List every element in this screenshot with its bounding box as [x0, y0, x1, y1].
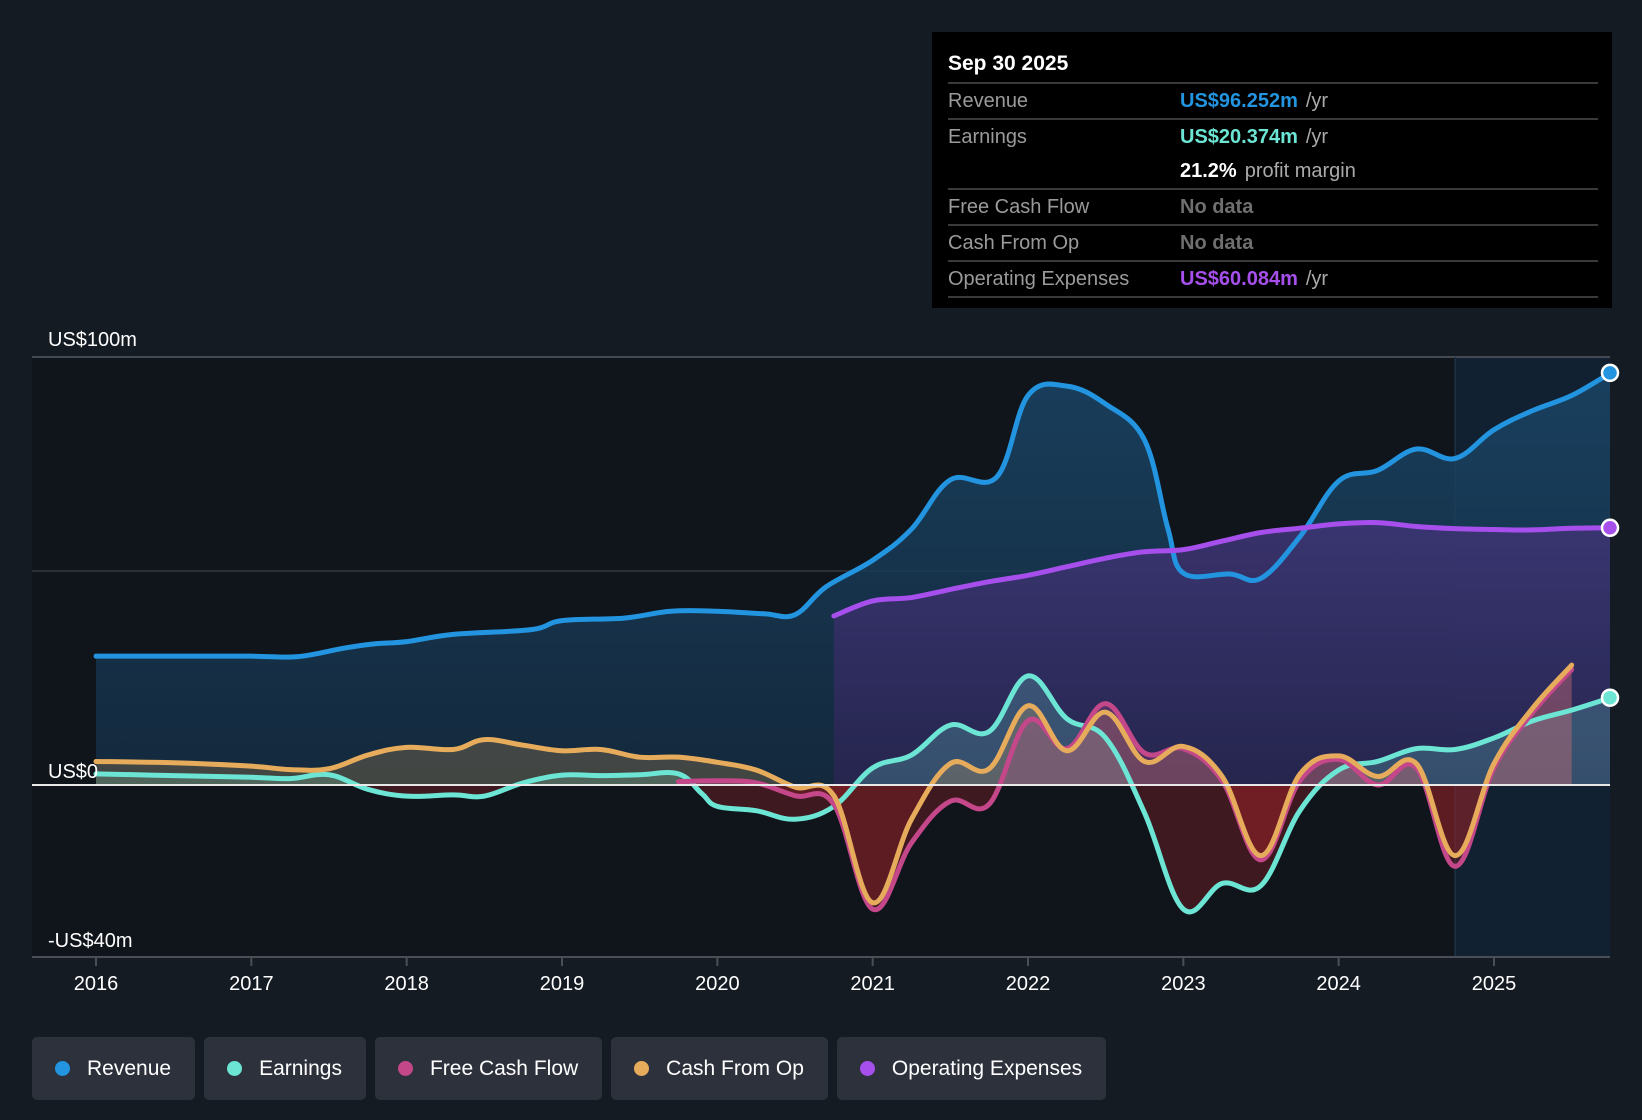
line-operating-expenses — [831, 520, 1610, 619]
x-tick-label: 2021 — [850, 973, 895, 995]
x-tick-label: 2025 — [1472, 973, 1517, 995]
legend-item-operating-expenses[interactable]: Operating Expenses — [836, 1037, 1107, 1100]
legend-item-revenue[interactable]: Revenue — [32, 1037, 196, 1100]
x-tick-label: 2016 — [74, 973, 119, 995]
legend-dot-icon — [55, 1061, 70, 1076]
tooltip-value: 21.2% — [1180, 160, 1237, 182]
tooltip-label: Revenue — [948, 90, 1029, 112]
end-marker-earnings — [1600, 688, 1620, 707]
legend-label: Earnings — [259, 1056, 342, 1080]
tooltip-row-free-cash-flow: Free Cash Flow No data — [948, 190, 1598, 226]
tooltip-row-cash-from-op: Cash From Op No data — [948, 226, 1598, 262]
legend-dot-icon — [634, 1061, 650, 1076]
x-tick-label: 2022 — [1006, 973, 1051, 995]
y-axis-label: US$100m — [48, 329, 137, 351]
area-earnings-negative — [96, 785, 1610, 912]
y-axis-label: US$0 — [48, 761, 98, 783]
tooltip-value: No data — [1180, 232, 1254, 254]
legend-dot-icon — [397, 1061, 413, 1076]
legend-label: Cash From Op — [666, 1056, 804, 1080]
line-cash-from-op — [93, 662, 1575, 906]
tooltip-unit: profit margin — [1244, 160, 1356, 182]
area-free-cash-flow-negative — [678, 785, 1572, 910]
legend-label: Revenue — [87, 1056, 172, 1080]
tooltip-value: No data — [1180, 196, 1254, 218]
tooltip-value: US$20.374m — [1180, 126, 1298, 148]
line-revenue — [93, 370, 1610, 660]
tooltip-row-earnings: Earnings US$20.374m /yr — [948, 120, 1598, 154]
x-tick-label: 2019 — [540, 973, 585, 995]
area-earnings-positive — [96, 675, 1610, 785]
tooltip-label: Cash From Op — [948, 232, 1080, 254]
legend-item-earnings[interactable]: Earnings — [204, 1037, 366, 1100]
tooltip: Sep 30 2025 Revenue US$96.252m /yr Earni… — [932, 32, 1612, 308]
tooltip-unit: /yr — [1305, 268, 1329, 290]
end-marker-operating-expenses — [1600, 518, 1620, 538]
tooltip-label: Operating Expenses — [948, 268, 1130, 290]
y-axis-label: -US$40m — [48, 930, 132, 952]
legend-label: Free Cash Flow — [429, 1056, 579, 1080]
legend-item-free-cash-flow[interactable]: Free Cash Flow — [374, 1037, 603, 1100]
legend: Revenue Earnings Free Cash Flow Cash Fro… — [32, 1037, 1107, 1100]
tooltip-row-operating-expenses: Operating Expenses US$60.084m /yr — [948, 262, 1598, 298]
tooltip-value: US$60.084m — [1180, 268, 1298, 290]
legend-item-cash-from-op[interactable]: Cash From Op — [611, 1037, 828, 1100]
legend-dot-icon — [859, 1061, 875, 1076]
tooltip-label — [948, 154, 1180, 188]
tooltip-date: Sep 30 2025 — [948, 46, 1598, 84]
legend-dot-icon — [227, 1061, 243, 1076]
tooltip-label: Earnings — [948, 126, 1027, 148]
x-tick-label: 2024 — [1316, 973, 1361, 995]
tooltip-unit: /yr — [1305, 90, 1329, 112]
legend-label: Operating Expenses — [891, 1056, 1083, 1080]
tooltip-row-revenue: Revenue US$96.252m /yr — [948, 84, 1598, 120]
x-tick-label: 2017 — [229, 973, 274, 995]
tooltip-value: US$96.252m — [1180, 90, 1298, 112]
tooltip-unit: /yr — [1305, 126, 1329, 148]
tooltip-label: Free Cash Flow — [948, 196, 1090, 218]
tooltip-row-profit-margin: 21.2% profit margin — [948, 154, 1598, 190]
x-tick-label: 2023 — [1161, 973, 1206, 995]
x-tick-label: 2020 — [695, 973, 740, 995]
end-marker-revenue — [1600, 363, 1620, 383]
area-cash-from-op-positive — [96, 665, 1572, 785]
x-tick-label: 2018 — [384, 973, 429, 995]
